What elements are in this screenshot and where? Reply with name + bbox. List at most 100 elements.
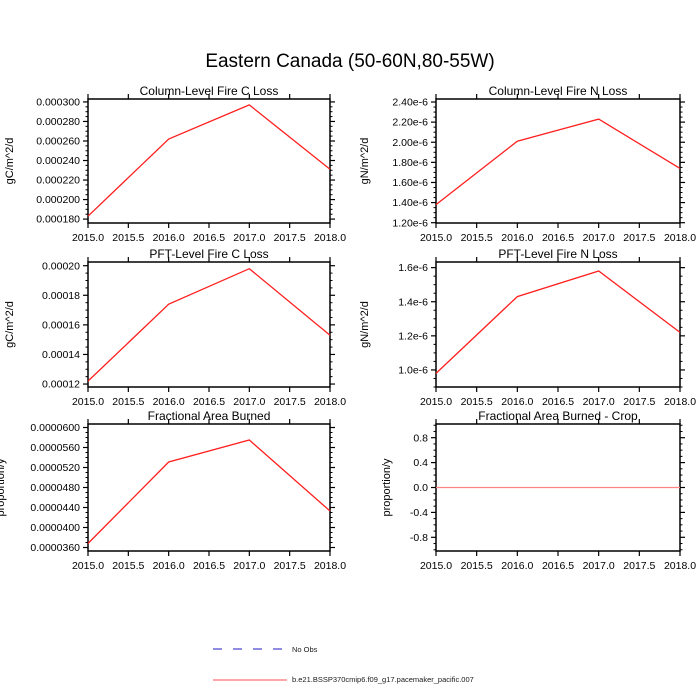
plot-frame: [435, 261, 681, 388]
y-tick-label: 0.00014: [42, 349, 80, 361]
y-tick-label: 0.8: [413, 432, 428, 444]
x-tick-label: 2018.0: [664, 560, 696, 572]
y-tick-label: 2.20e-6: [392, 117, 428, 129]
plot-frame: [435, 98, 681, 224]
series-line: [87, 104, 331, 217]
x-tick-label: 2017.5: [623, 560, 655, 572]
y-axis-ticks: 1.20e-6 1.40e-6 1.60e-6 1.80e-6 2.00e-6 2.20e…: [392, 97, 685, 229]
x-tick-label: 2016.0: [153, 396, 185, 408]
y-axis-ticks: 0.00012 0.00014 0.00016 0.00018 0.00020: [42, 260, 335, 391]
x-tick-label: 2015.5: [112, 396, 144, 408]
y-tick-label: -0.4: [410, 507, 428, 519]
y-tick-label: 0.0000400: [30, 522, 80, 534]
subplot-title: Column-Level Fire C Loss: [140, 84, 279, 98]
x-tick-label: 2016.5: [542, 396, 574, 408]
y-tick-label: 0.0000440: [30, 502, 80, 514]
y-axis-label: gC/m^2/d: [4, 138, 16, 185]
plot-frame: [87, 423, 331, 552]
x-tick-label: 2016.0: [153, 560, 185, 572]
subplot-title: PFT-Level Fire C Loss: [149, 247, 268, 261]
x-axis-ticks: 2015.0 2015.5 2016.0 2016.5 2017.0 2017.5 2018…: [72, 257, 346, 408]
x-tick-label: 2015.5: [112, 232, 144, 244]
legend: [213, 648, 287, 681]
y-tick-label: 1.4e-6: [398, 296, 428, 308]
y-tick-label: -0.8: [410, 532, 428, 544]
subplot-pft-level-fire-n-loss: 1.0e-6 1.2e-6 1.4e-6 1.6e-6 2015.0 2015.5 2016…: [359, 247, 696, 408]
y-tick-label: 0.0000480: [30, 482, 80, 494]
y-tick-label: 0.0000360: [30, 542, 80, 554]
x-tick-label: 2015.0: [420, 232, 452, 244]
y-axis-ticks: 0.0000360 0.0000400 0.0000440 0.0000480 0.00…: [30, 422, 335, 554]
subplot-title: Fractional Area Burned - Crop: [478, 409, 638, 423]
x-tick-label: 2016.0: [153, 232, 185, 244]
subplot-title: Column-Level Fire N Loss: [489, 84, 628, 98]
x-tick-label: 2015.5: [461, 560, 493, 572]
y-tick-label: 0.0000520: [30, 462, 80, 474]
x-tick-label: 2018.0: [314, 396, 346, 408]
x-tick-label: 2017.0: [583, 560, 615, 572]
x-tick-label: 2015.0: [72, 560, 104, 572]
series-line: [87, 439, 331, 544]
y-tick-label: 0.0: [413, 482, 428, 494]
y-tick-label: 2.40e-6: [392, 97, 428, 109]
x-tick-label: 2016.5: [193, 396, 225, 408]
x-tick-label: 2015.5: [461, 232, 493, 244]
x-tick-label: 2018.0: [314, 232, 346, 244]
y-tick-label: 0.000260: [36, 136, 80, 148]
subplot-fractional-area-burned-crop: -0.8 -0.4 0.0 0.4 0.8 2015.0 2015.5 2016.0 2016.…: [381, 409, 696, 572]
y-axis-label: gN/m^2/d: [359, 301, 371, 348]
legend-label-no-obs: No Obs: [292, 645, 318, 654]
x-tick-label: 2017.5: [623, 396, 655, 408]
x-tick-label: 2017.0: [233, 232, 265, 244]
x-tick-label: 2018.0: [314, 560, 346, 572]
x-tick-label: 2015.0: [420, 560, 452, 572]
y-tick-label: 1.20e-6: [392, 217, 428, 229]
subplot-title: Fractional Area Burned: [148, 409, 271, 423]
y-tick-label: 0.00016: [42, 319, 80, 331]
subplot-pft-level-fire-c-loss: 0.000120.000140.000160.000180.000202015.…: [4, 247, 346, 408]
x-tick-label: 2016.5: [193, 232, 225, 244]
x-tick-label: 2017.0: [583, 396, 615, 408]
x-tick-label: 2018.0: [664, 396, 696, 408]
y-tick-label: 1.80e-6: [392, 157, 428, 169]
x-tick-label: 2016.0: [501, 396, 533, 408]
x-tick-label: 2015.0: [420, 396, 452, 408]
x-tick-label: 2016.5: [542, 232, 574, 244]
x-tick-label: 2017.5: [623, 232, 655, 244]
x-axis-ticks: 2015.0 2015.5 2016.0 2016.5 2017.0 2017.5 2018…: [420, 419, 696, 572]
x-axis-ticks: 2015.0 2015.5 2016.0 2016.5 2017.0 2017.5 2018…: [420, 257, 696, 408]
y-tick-label: 1.60e-6: [392, 177, 428, 189]
x-tick-label: 2017.5: [274, 396, 306, 408]
x-axis-ticks: 2015.0 2015.5 2016.0 2016.5 2017.0 2017.5 2018…: [72, 419, 346, 572]
x-tick-label: 2017.5: [274, 232, 306, 244]
x-axis-ticks: 2015.0 2015.5 2016.0 2016.5 2017.0 2017.5 2018…: [72, 94, 346, 244]
y-tick-label: 0.000220: [36, 175, 80, 187]
subplot-fractional-area-burned: 0.0000360 0.0000400 0.0000440 0.0000480 0.00…: [0, 409, 346, 572]
y-tick-label: 2.00e-6: [392, 137, 428, 149]
x-tick-label: 2016.5: [193, 560, 225, 572]
x-tick-label: 2015.5: [112, 560, 144, 572]
plot-frame: [87, 261, 331, 388]
x-tick-label: 2015.0: [72, 396, 104, 408]
x-tick-label: 2015.0: [72, 232, 104, 244]
y-tick-label: 0.0000560: [30, 442, 80, 454]
y-tick-label: 0.000280: [36, 116, 80, 128]
y-tick-label: 0.000240: [36, 155, 80, 167]
y-axis-label: proportion/y: [0, 458, 7, 517]
x-tick-label: 2017.0: [583, 232, 615, 244]
y-tick-label: 0.4: [413, 457, 428, 469]
y-axis-ticks: 1.0e-6 1.2e-6 1.4e-6 1.6e-6: [398, 262, 685, 388]
x-axis-ticks: 2015.0 2015.5 2016.0 2016.5 2017.0 2017.5 2018…: [420, 94, 696, 244]
x-tick-label: 2016.0: [501, 232, 533, 244]
y-tick-label: 0.000300: [36, 97, 80, 109]
x-tick-label: 2017.0: [233, 396, 265, 408]
y-tick-label: 1.0e-6: [398, 365, 428, 377]
y-tick-label: 0.00020: [42, 260, 80, 272]
subplot-column-level-fire-c-loss: 0.000180 0.000200 0.000220 0.000240 0.000260…: [4, 84, 346, 244]
y-tick-label: 1.40e-6: [392, 197, 428, 209]
y-axis-ticks: -0.8 -0.4 0.0 0.4 0.8: [410, 424, 685, 551]
x-tick-label: 2016.5: [542, 560, 574, 572]
y-axis-label: gC/m^2/d: [4, 301, 16, 348]
